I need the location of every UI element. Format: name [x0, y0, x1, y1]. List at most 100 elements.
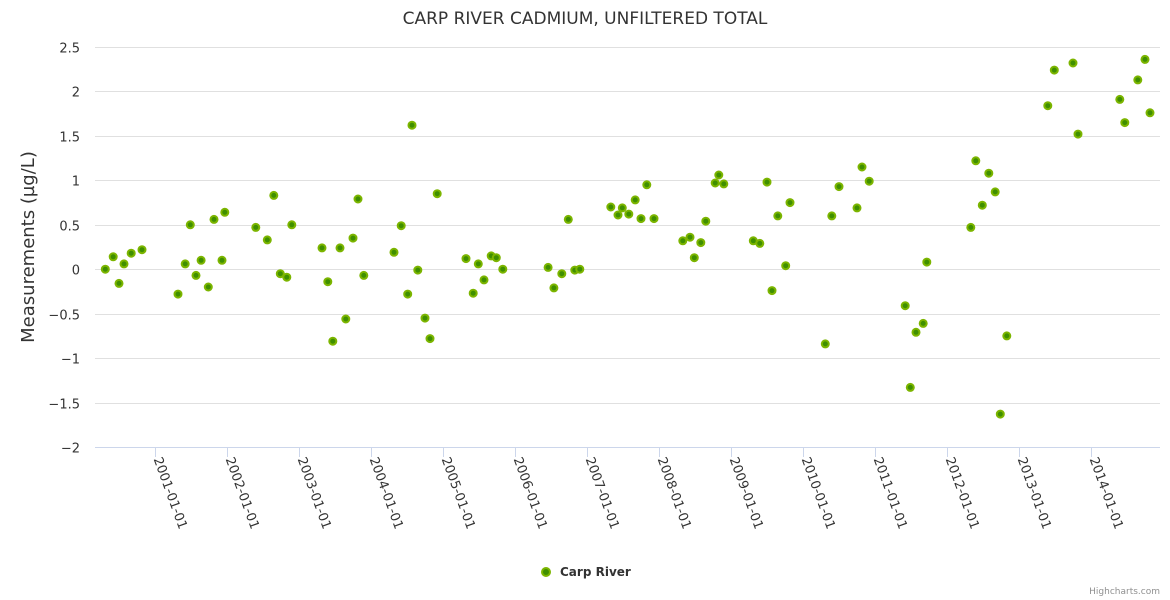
- data-point[interactable]: [341, 314, 351, 324]
- data-point[interactable]: [701, 216, 711, 226]
- data-point[interactable]: [1068, 58, 1078, 68]
- data-point[interactable]: [689, 253, 699, 263]
- data-point[interactable]: [323, 277, 333, 287]
- data-point[interactable]: [857, 162, 867, 172]
- data-point[interactable]: [137, 245, 147, 255]
- data-point[interactable]: [491, 253, 501, 263]
- series-carp-river[interactable]: [100, 54, 1155, 419]
- data-point[interactable]: [468, 288, 478, 298]
- data-point[interactable]: [209, 214, 219, 224]
- data-point[interactable]: [100, 264, 110, 274]
- data-point[interactable]: [995, 409, 1005, 419]
- data-point[interactable]: [328, 336, 338, 346]
- data-point[interactable]: [781, 261, 791, 271]
- data-point[interactable]: [719, 179, 729, 189]
- data-point[interactable]: [642, 180, 652, 190]
- data-point[interactable]: [432, 189, 442, 199]
- data-point[interactable]: [119, 259, 129, 269]
- data-point[interactable]: [317, 243, 327, 253]
- data-point[interactable]: [762, 177, 772, 187]
- data-point[interactable]: [714, 170, 724, 180]
- data-point[interactable]: [820, 339, 830, 349]
- data-point[interactable]: [852, 203, 862, 213]
- data-point[interactable]: [563, 214, 573, 224]
- data-point[interactable]: [251, 222, 261, 232]
- data-point[interactable]: [420, 313, 430, 323]
- data-point[interactable]: [678, 236, 688, 246]
- data-point[interactable]: [217, 255, 227, 265]
- data-point[interactable]: [353, 194, 363, 204]
- data-point[interactable]: [617, 203, 627, 213]
- data-point[interactable]: [984, 168, 994, 178]
- data-point[interactable]: [180, 259, 190, 269]
- data-point[interactable]: [407, 120, 417, 130]
- data-point[interactable]: [755, 238, 765, 248]
- data-point[interactable]: [905, 382, 915, 392]
- data-point[interactable]: [834, 182, 844, 192]
- data-point[interactable]: [196, 255, 206, 265]
- legend-item-carp-river[interactable]: Carp River: [541, 565, 631, 579]
- data-point[interactable]: [262, 235, 272, 245]
- data-point[interactable]: [396, 221, 406, 231]
- data-point[interactable]: [389, 247, 399, 257]
- data-point[interactable]: [114, 278, 124, 288]
- data-point[interactable]: [630, 195, 640, 205]
- legend-label[interactable]: Carp River: [560, 565, 631, 579]
- data-point[interactable]: [126, 248, 136, 258]
- data-point[interactable]: [624, 209, 634, 219]
- data-point[interactable]: [461, 254, 471, 264]
- data-point[interactable]: [220, 207, 230, 217]
- data-point[interactable]: [966, 222, 976, 232]
- data-point[interactable]: [269, 190, 279, 200]
- data-point[interactable]: [773, 211, 783, 221]
- data-point[interactable]: [710, 178, 720, 188]
- data-point[interactable]: [785, 198, 795, 208]
- data-point[interactable]: [1133, 75, 1143, 85]
- data-point[interactable]: [403, 289, 413, 299]
- data-point[interactable]: [606, 202, 616, 212]
- data-point[interactable]: [911, 327, 921, 337]
- data-point[interactable]: [864, 176, 874, 186]
- data-point[interactable]: [413, 265, 423, 275]
- credits-link[interactable]: Highcharts.com: [1089, 587, 1160, 597]
- data-point[interactable]: [543, 262, 553, 272]
- data-point[interactable]: [685, 232, 695, 242]
- data-point[interactable]: [696, 238, 706, 248]
- data-point[interactable]: [498, 264, 508, 274]
- data-point[interactable]: [1049, 65, 1059, 75]
- data-point[interactable]: [335, 243, 345, 253]
- data-point[interactable]: [557, 269, 567, 279]
- data-point[interactable]: [1043, 101, 1053, 111]
- data-point[interactable]: [636, 214, 646, 224]
- data-point[interactable]: [649, 214, 659, 224]
- data-point[interactable]: [473, 259, 483, 269]
- data-point[interactable]: [348, 233, 358, 243]
- data-point[interactable]: [287, 220, 297, 230]
- data-point[interactable]: [479, 275, 489, 285]
- data-point[interactable]: [282, 272, 292, 282]
- data-point[interactable]: [990, 187, 1000, 197]
- data-point[interactable]: [1140, 54, 1150, 64]
- data-point[interactable]: [549, 283, 559, 293]
- data-point[interactable]: [173, 289, 183, 299]
- data-point[interactable]: [827, 211, 837, 221]
- data-point[interactable]: [1145, 108, 1155, 118]
- data-point[interactable]: [1115, 94, 1125, 104]
- data-point[interactable]: [613, 210, 623, 220]
- data-point[interactable]: [191, 270, 201, 280]
- data-point[interactable]: [575, 264, 585, 274]
- data-point[interactable]: [977, 200, 987, 210]
- data-point[interactable]: [922, 257, 932, 267]
- data-point[interactable]: [1120, 118, 1130, 128]
- data-point[interactable]: [1002, 331, 1012, 341]
- data-point[interactable]: [275, 269, 285, 279]
- legend[interactable]: Carp River: [541, 565, 631, 579]
- data-point[interactable]: [203, 282, 213, 292]
- data-point[interactable]: [185, 220, 195, 230]
- data-point[interactable]: [971, 156, 981, 166]
- data-point[interactable]: [767, 286, 777, 296]
- data-point[interactable]: [918, 318, 928, 328]
- data-point[interactable]: [425, 334, 435, 344]
- data-point[interactable]: [359, 270, 369, 280]
- data-point[interactable]: [1073, 129, 1083, 139]
